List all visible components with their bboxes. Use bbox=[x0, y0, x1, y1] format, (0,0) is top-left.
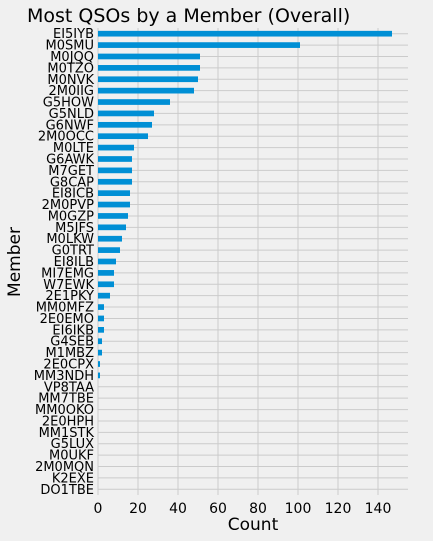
y-tick-label: G5LUX bbox=[51, 437, 94, 452]
y-tick-label: M0GZP bbox=[48, 209, 94, 224]
y-tick-label: MM1STK bbox=[39, 426, 95, 441]
y-axis-label: Member bbox=[5, 227, 25, 297]
y-tick-label: VP8TAA bbox=[44, 380, 94, 395]
bar bbox=[98, 326, 104, 333]
bar bbox=[98, 156, 132, 162]
y-tick-label: M0NVK bbox=[47, 73, 94, 88]
bar bbox=[98, 349, 102, 356]
bar bbox=[98, 372, 100, 379]
y-tick-label: EI5IYB bbox=[53, 27, 94, 42]
bar bbox=[98, 133, 148, 140]
y-tick-label: M0TZO bbox=[47, 61, 94, 76]
bar bbox=[98, 338, 102, 345]
bar bbox=[98, 292, 110, 299]
y-tick-label: W7EWK bbox=[43, 278, 94, 293]
y-tick-label: MM0MFZ bbox=[36, 301, 94, 316]
bar bbox=[98, 281, 114, 288]
y-tick-label: G6NWF bbox=[46, 118, 94, 133]
x-tick-label: 60 bbox=[209, 501, 227, 517]
y-tick-label: G4SEB bbox=[50, 335, 94, 350]
y-tick-label: M1MBZ bbox=[45, 346, 94, 361]
y-tick-label: 2E1PKY bbox=[45, 289, 94, 304]
y-tick-label: M0SMU bbox=[46, 39, 94, 54]
gridlines bbox=[97, 28, 408, 495]
y-tick-label: K2EXE bbox=[52, 471, 94, 486]
x-tick-label: 0 bbox=[94, 501, 103, 517]
y-tick-label: G6AWK bbox=[46, 152, 94, 167]
y-tick-label: M5JFS bbox=[55, 221, 94, 236]
bar bbox=[98, 190, 130, 197]
y-tick-label: 2E0CPX bbox=[43, 358, 94, 373]
y-tick-label: MM3NDH bbox=[34, 369, 94, 384]
bars bbox=[98, 30, 392, 379]
y-tick-label: G5NLD bbox=[49, 107, 94, 122]
y-tick-label: 2E0HPH bbox=[42, 414, 94, 429]
bar bbox=[98, 65, 200, 71]
x-tick-label: 140 bbox=[365, 501, 392, 517]
y-tick-label: M0UKF bbox=[49, 449, 94, 464]
x-tick-label: 100 bbox=[285, 501, 312, 517]
y-tick-label: EI8ICB bbox=[52, 187, 94, 202]
bar bbox=[98, 99, 170, 105]
bar bbox=[98, 270, 114, 276]
y-tick-label: MI7EMG bbox=[41, 266, 94, 281]
bar bbox=[98, 178, 132, 185]
bar bbox=[98, 30, 392, 37]
bar bbox=[98, 87, 194, 94]
x-tick-labels: 0 20 40 60 80 100 120 140 bbox=[94, 501, 392, 517]
bar bbox=[98, 361, 100, 367]
bar bbox=[98, 247, 120, 253]
y-tick-label: G0TRT bbox=[52, 244, 94, 259]
bar bbox=[98, 42, 300, 48]
y-tick-label: 2M0IIG bbox=[49, 84, 95, 99]
y-tick-label: M0LKW bbox=[46, 232, 94, 247]
bar bbox=[98, 121, 152, 128]
y-tick-label: DO1TBE bbox=[40, 483, 94, 498]
bar bbox=[98, 224, 126, 231]
y-tick-label: EI8ILB bbox=[54, 255, 94, 270]
y-tick-label: 2M0PVP bbox=[42, 198, 94, 213]
chart-title: Most QSOs by a Member (Overall) bbox=[27, 5, 350, 27]
y-tick-label: MM7TBE bbox=[38, 392, 94, 407]
y-tick-label: M0LTE bbox=[53, 141, 94, 156]
bar bbox=[98, 144, 134, 151]
bar bbox=[98, 76, 198, 83]
y-tick-label: EI6IKB bbox=[52, 323, 94, 338]
x-tick-label: 20 bbox=[129, 501, 147, 517]
x-tick-label: 80 bbox=[249, 501, 267, 517]
y-tick-label: G8CAP bbox=[50, 175, 94, 190]
bar bbox=[98, 110, 154, 117]
x-axis-label: Count bbox=[228, 515, 279, 535]
y-tick-labels: EI5IYBM0SMUM0JQQM0TZOM0NVK2M0IIGG5HOWG5N… bbox=[34, 27, 95, 498]
y-tick-label: 2M0MQN bbox=[35, 460, 94, 475]
y-tick-label: M0JQQ bbox=[50, 50, 94, 65]
x-tick-label: 120 bbox=[325, 501, 352, 517]
bar bbox=[98, 167, 132, 174]
bar bbox=[98, 213, 128, 219]
y-tick-label: MM0OKO bbox=[35, 403, 94, 418]
y-tick-label: 2M0OCC bbox=[38, 130, 94, 145]
bar bbox=[98, 201, 130, 208]
bar bbox=[98, 315, 104, 322]
y-tick-label: G5HOW bbox=[43, 96, 94, 111]
bar bbox=[98, 235, 122, 242]
y-tick-label: 2E0EMO bbox=[40, 312, 94, 327]
bar bbox=[98, 53, 200, 60]
y-tick-label: M7GET bbox=[48, 164, 94, 179]
bar bbox=[98, 258, 116, 265]
x-tick-label: 40 bbox=[169, 501, 187, 517]
bar bbox=[98, 304, 104, 310]
